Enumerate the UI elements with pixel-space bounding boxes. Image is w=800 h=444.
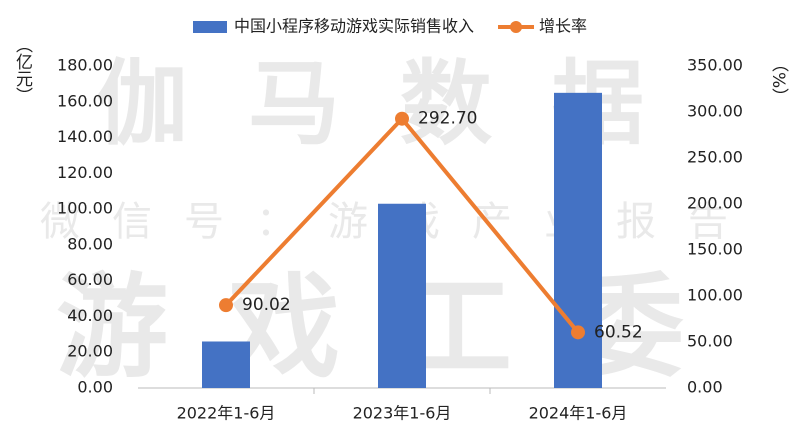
data-label: 60.52	[594, 322, 643, 342]
bar	[378, 203, 426, 388]
y2-tick-label: 150.00	[687, 240, 743, 259]
y-tick-label: 100.00	[57, 199, 113, 218]
marker	[571, 325, 585, 340]
y-tick-label: 0.00	[77, 378, 113, 397]
y2-tick-label: 50.00	[687, 332, 733, 351]
y-tick-label: 120.00	[57, 163, 113, 182]
bar	[554, 92, 602, 388]
y2-tick-label: 350.00	[687, 56, 743, 75]
y-tick-label: 180.00	[57, 56, 113, 75]
legend-swatch	[510, 21, 523, 33]
y-axis-title: （亿元）	[12, 36, 33, 104]
y2-axis-title: （%）	[768, 55, 789, 105]
legend-label: 中国小程序移动游戏实际销售收入	[234, 17, 474, 36]
legend-label: 增长率	[539, 17, 587, 36]
bar	[202, 341, 250, 388]
y2-tick-label: 300.00	[687, 102, 743, 121]
y2-tick-label: 200.00	[687, 194, 743, 213]
x-tick-label: 2023年1-6月	[353, 404, 452, 423]
marker	[219, 298, 233, 313]
x-tick-label: 2024年1-6月	[529, 404, 628, 423]
watermark: 伽马数据	[96, 50, 704, 157]
y-tick-label: 60.00	[67, 270, 113, 289]
y2-tick-label: 100.00	[687, 286, 743, 305]
y-tick-label: 80.00	[67, 234, 113, 253]
legend-swatch	[193, 21, 227, 33]
x-tick-label: 2022年1-6月	[177, 404, 276, 423]
marker	[395, 111, 409, 126]
y2-tick-label: 250.00	[687, 148, 743, 167]
data-label: 90.02	[242, 295, 291, 315]
y-tick-label: 20.00	[67, 342, 113, 361]
data-label: 292.70	[418, 109, 477, 129]
y2-tick-label: 0.00	[687, 378, 723, 397]
y-tick-label: 160.00	[57, 91, 113, 110]
y-tick-label: 40.00	[67, 306, 113, 325]
y-tick-label: 140.00	[57, 127, 113, 146]
